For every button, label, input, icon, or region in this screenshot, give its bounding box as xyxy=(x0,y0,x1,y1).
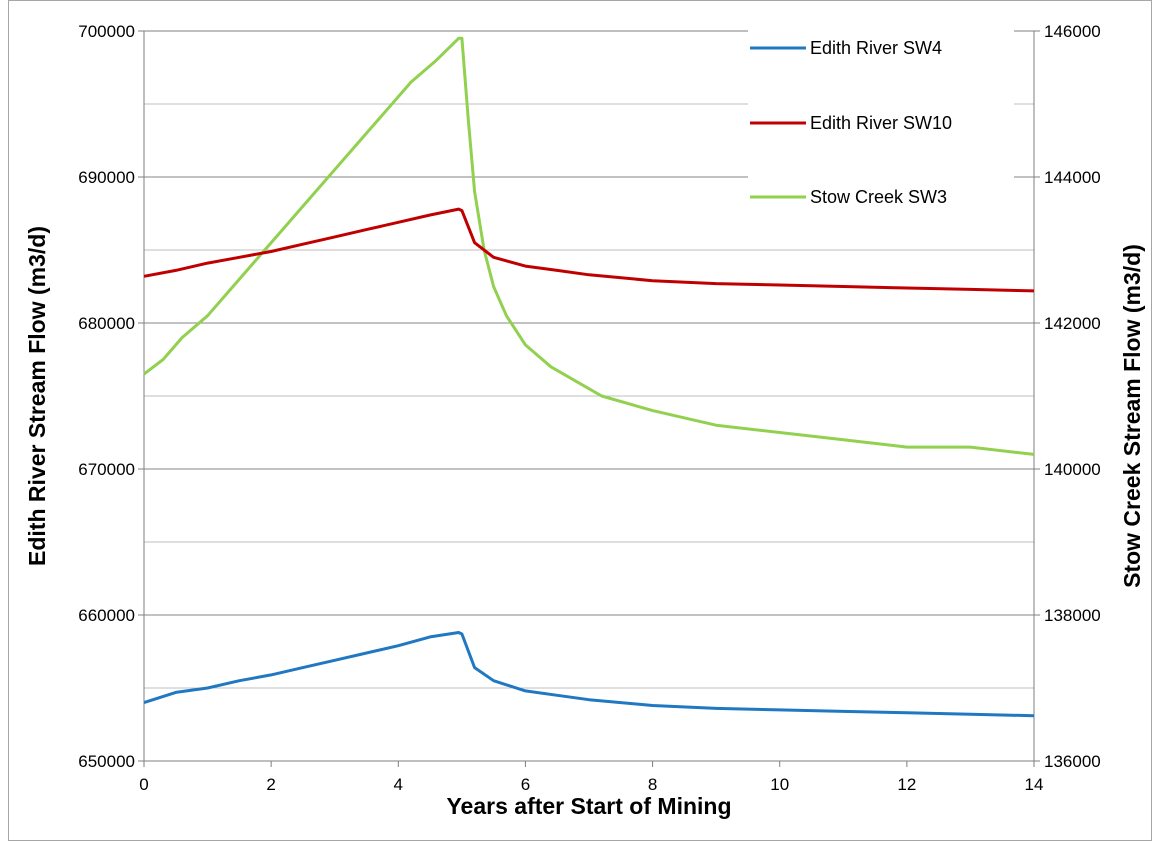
y-tick-label: 660000 xyxy=(78,606,135,625)
x-tick-label: 8 xyxy=(648,775,657,794)
y-axis-title: Edith River Stream Flow (m3/d) xyxy=(24,226,50,566)
y-tick-label: 680000 xyxy=(78,314,135,333)
x-tick-label: 0 xyxy=(139,775,148,794)
legend-item-sw4: Edith River SW4 xyxy=(750,38,942,58)
plot-area xyxy=(143,30,1035,762)
x-tick-label: 6 xyxy=(521,775,530,794)
x-tick-label: 10 xyxy=(770,775,789,794)
y2-tick-label: 146000 xyxy=(1044,22,1101,41)
x-tick-label: 12 xyxy=(897,775,916,794)
y2-tick-label: 144000 xyxy=(1044,168,1101,187)
legend-item-sw10: Edith River SW10 xyxy=(750,113,952,133)
legend-item-sw3: Stow Creek SW3 xyxy=(750,187,947,207)
y2-tick-label: 140000 xyxy=(1044,460,1101,479)
legend: Edith River SW4 Edith River SW10 Stow Cr… xyxy=(748,26,1014,216)
x-axis-title: Years after Start of Mining xyxy=(446,793,731,819)
ticks-layer: 650000 660000 670000 680000 690000 700000 1360… xyxy=(78,22,1100,794)
series-line-2 xyxy=(143,36,1035,456)
y2-axis-title: Stow Creek Stream Flow (m3/d) xyxy=(1119,244,1145,588)
series-line-1 xyxy=(143,207,1035,293)
x-tick-label: 2 xyxy=(266,775,275,794)
x-tick-label: 4 xyxy=(394,775,403,794)
legend-label-sw3: Stow Creek SW3 xyxy=(810,187,947,207)
legend-label-sw10: Edith River SW10 xyxy=(810,113,952,133)
y2-tick-label: 142000 xyxy=(1044,314,1101,333)
y-tick-label: 690000 xyxy=(78,168,135,187)
y-tick-label: 700000 xyxy=(78,22,135,41)
y-tick-label: 670000 xyxy=(78,460,135,479)
y-tick-label: 650000 xyxy=(78,752,135,771)
y2-tick-label: 136000 xyxy=(1044,752,1101,771)
y2-tick-label: 138000 xyxy=(1044,606,1101,625)
legend-background xyxy=(748,26,1014,216)
x-tick-label: 14 xyxy=(1025,775,1044,794)
series-layer xyxy=(143,36,1035,718)
legend-label-sw4: Edith River SW4 xyxy=(810,38,942,58)
series-line-0 xyxy=(143,631,1035,718)
